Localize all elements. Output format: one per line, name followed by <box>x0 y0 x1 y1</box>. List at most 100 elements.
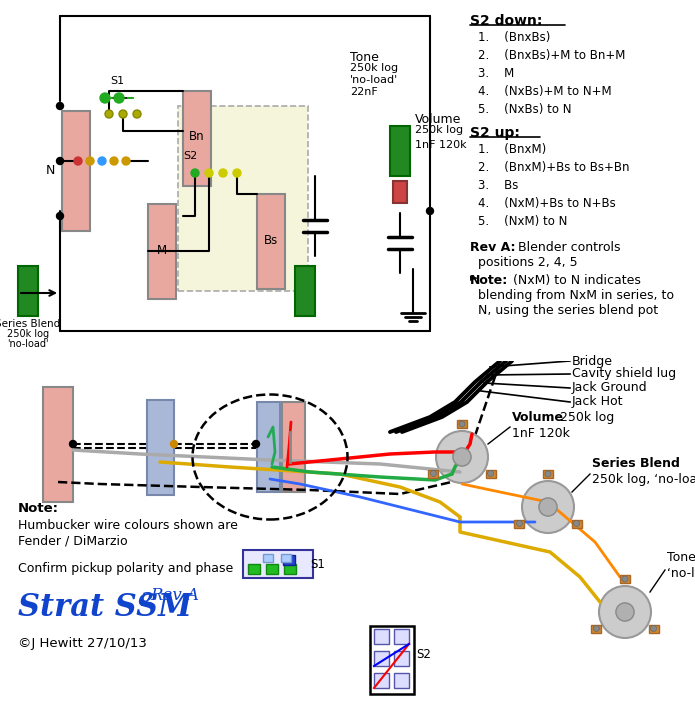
Text: ‘no-load’ 22nF: ‘no-load’ 22nF <box>667 567 695 580</box>
Circle shape <box>133 110 141 118</box>
Circle shape <box>122 157 130 165</box>
Bar <box>147 399 174 495</box>
Text: M: M <box>157 245 167 258</box>
Bar <box>43 386 73 502</box>
Circle shape <box>205 169 213 177</box>
Bar <box>370 626 414 694</box>
Circle shape <box>539 498 557 516</box>
Text: 1nF 120k: 1nF 120k <box>512 427 570 440</box>
Text: 4.    (NxM)+Bs to N+Bs: 4. (NxM)+Bs to N+Bs <box>478 197 616 210</box>
Circle shape <box>56 157 63 165</box>
Circle shape <box>453 448 471 466</box>
Bar <box>266 564 278 574</box>
Circle shape <box>105 110 113 118</box>
Bar <box>243 550 313 578</box>
Text: blending from NxM in series, to: blending from NxM in series, to <box>478 289 674 302</box>
Text: 1nF 120k: 1nF 120k <box>415 140 466 150</box>
Text: S1: S1 <box>110 76 124 86</box>
Circle shape <box>191 169 199 177</box>
Text: 4.    (NxBs)+M to N+M: 4. (NxBs)+M to N+M <box>478 85 612 98</box>
Bar <box>374 629 389 644</box>
Circle shape <box>114 93 124 103</box>
Text: 250k log: 250k log <box>556 411 614 424</box>
Text: (NxM) to N indicates: (NxM) to N indicates <box>513 274 641 287</box>
Bar <box>248 564 260 574</box>
Circle shape <box>516 521 523 526</box>
Bar <box>178 106 308 291</box>
Text: Volume: Volume <box>512 411 564 424</box>
Bar <box>543 470 553 478</box>
Circle shape <box>56 212 63 219</box>
Text: S1: S1 <box>310 557 325 570</box>
Text: 3.    Bs: 3. Bs <box>478 179 518 192</box>
Circle shape <box>252 440 259 448</box>
Text: 1.    (BnxM): 1. (BnxM) <box>478 143 546 156</box>
Bar <box>148 204 176 299</box>
Text: Blender controls: Blender controls <box>518 241 621 254</box>
Text: 3.    M: 3. M <box>478 67 514 80</box>
Text: 'no-load': 'no-load' <box>7 339 49 349</box>
Circle shape <box>436 431 488 483</box>
Text: S2 up:: S2 up: <box>470 126 520 140</box>
Circle shape <box>616 603 634 621</box>
Bar <box>457 420 467 428</box>
Circle shape <box>98 157 106 165</box>
Text: S2: S2 <box>183 151 197 161</box>
Text: 2.    (BnxM)+Bs to Bs+Bn: 2. (BnxM)+Bs to Bs+Bn <box>478 161 630 174</box>
Bar <box>257 194 285 289</box>
Circle shape <box>545 471 551 477</box>
Text: Jack Hot: Jack Hot <box>572 396 623 409</box>
Text: 250k log: 250k log <box>7 329 49 339</box>
Bar <box>514 520 525 528</box>
Text: Confirm pickup polarity and phase: Confirm pickup polarity and phase <box>18 562 234 575</box>
Circle shape <box>233 169 241 177</box>
Text: Jack Ground: Jack Ground <box>572 381 648 394</box>
Text: Humbucker wire colours shown are: Humbucker wire colours shown are <box>18 519 238 532</box>
Circle shape <box>427 207 434 214</box>
Text: ©J Hewitt 27/10/13: ©J Hewitt 27/10/13 <box>18 637 147 650</box>
Bar <box>281 402 304 492</box>
Text: 5.    (NxM) to N: 5. (NxM) to N <box>478 215 567 228</box>
Text: ►: ► <box>470 273 478 283</box>
Bar <box>256 402 279 492</box>
Bar <box>374 651 389 666</box>
Circle shape <box>594 625 599 632</box>
Text: Bs: Bs <box>264 235 278 248</box>
Text: Strat SSM: Strat SSM <box>18 592 192 623</box>
Text: Bridge: Bridge <box>572 355 613 367</box>
Text: S2 down:: S2 down: <box>470 14 542 28</box>
Bar <box>393 181 407 203</box>
Circle shape <box>119 110 127 118</box>
Bar <box>263 554 273 562</box>
Text: 2: 2 <box>140 592 152 610</box>
Circle shape <box>70 440 76 448</box>
Circle shape <box>74 157 82 165</box>
Bar <box>394 629 409 644</box>
Circle shape <box>56 103 63 110</box>
Text: Bn: Bn <box>189 131 205 144</box>
Text: Volume: Volume <box>415 113 461 126</box>
Circle shape <box>100 93 110 103</box>
Circle shape <box>110 157 118 165</box>
Bar <box>183 91 211 186</box>
Text: Note:: Note: <box>470 274 508 287</box>
Bar <box>571 520 582 528</box>
Text: Tone 250k log,: Tone 250k log, <box>667 551 695 564</box>
Text: Rev A:: Rev A: <box>470 241 516 254</box>
Bar <box>284 564 296 574</box>
Bar <box>283 555 295 565</box>
Text: 5.    (NxBs) to N: 5. (NxBs) to N <box>478 103 571 116</box>
Text: Tone: Tone <box>350 51 379 64</box>
Bar <box>390 126 410 176</box>
Text: positions 2, 4, 5: positions 2, 4, 5 <box>478 256 578 269</box>
Text: S2: S2 <box>416 648 431 661</box>
Text: 250k log: 250k log <box>415 125 463 135</box>
Text: Note:: Note: <box>18 502 59 515</box>
Bar <box>18 266 38 316</box>
Bar <box>591 625 601 632</box>
Bar <box>281 554 291 562</box>
Circle shape <box>430 471 436 477</box>
Bar <box>620 575 630 583</box>
Circle shape <box>86 157 94 165</box>
Circle shape <box>488 471 493 477</box>
